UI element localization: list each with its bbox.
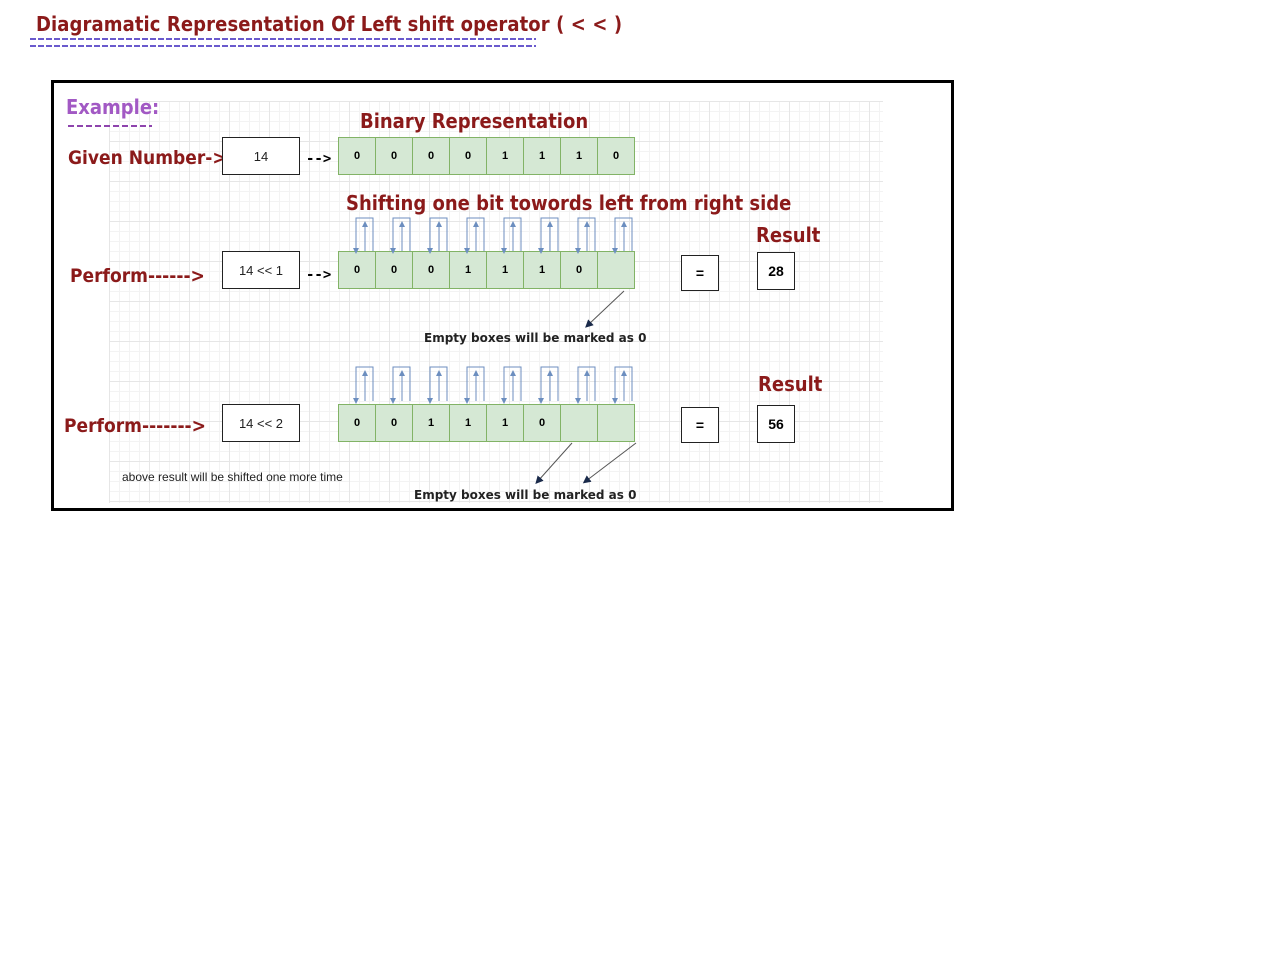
bit-cell: 1: [523, 137, 561, 175]
shift-arrow: [353, 217, 374, 254]
shift-arrows-row3: [353, 366, 633, 404]
example-label: Example:: [66, 95, 160, 119]
shift-arrow: [575, 366, 596, 404]
shift-arrow: [501, 217, 522, 254]
perform-label-1: Perform------>: [70, 265, 205, 287]
bit-cell: 0: [375, 404, 413, 442]
shift-arrows: [353, 217, 637, 484]
bit-cell: 0: [597, 137, 635, 175]
shift-arrow: [353, 366, 374, 404]
shift-arrow: [464, 217, 485, 254]
shift-expr-box-2: 14 << 2: [222, 404, 300, 442]
bit-cell: 0: [375, 137, 413, 175]
perform-label-2: Perform------->: [64, 415, 206, 437]
shift-arrow: [538, 217, 559, 254]
result-box-1: 28: [757, 252, 795, 290]
shift-arrow: [612, 217, 633, 254]
shift-arrow: [575, 217, 596, 254]
pointer-line-1: [585, 290, 625, 328]
bit-cell: 1: [486, 404, 524, 442]
binary-heading: Binary Representation: [360, 109, 589, 133]
given-number-box: 14: [222, 137, 300, 175]
bit-cell: [597, 404, 635, 442]
shift-arrow: [464, 366, 485, 404]
bit-cell: 0: [338, 137, 376, 175]
given-number-label: Given Number->: [68, 147, 227, 169]
bit-cell: 0: [449, 137, 487, 175]
shift-arrow: [538, 366, 559, 404]
shift-arrow: [501, 366, 522, 404]
bit-cell: 1: [560, 137, 598, 175]
bit-cell: [560, 404, 598, 442]
empty-note-2: Empty boxes will be marked as 0: [414, 488, 637, 502]
result-label-2: Result: [758, 372, 823, 396]
shift-arrow: [612, 366, 633, 404]
equals-box-2: =: [681, 407, 719, 443]
bit-cell: 0: [338, 404, 376, 442]
shift-arrows-row2: [353, 217, 633, 254]
bit-cell: [597, 251, 635, 289]
bit-cell: 0: [412, 137, 450, 175]
shift-arrow: [390, 366, 411, 404]
row1-arrow: -->: [306, 151, 332, 167]
shift-arrow: [390, 217, 411, 254]
shift-again-note: above result will be shifted one more ti…: [122, 470, 343, 484]
pointer-line-2b: [582, 442, 637, 484]
pointer-line-2a: [535, 442, 573, 484]
equals-box-1: =: [681, 255, 719, 291]
empty-note-1: Empty boxes will be marked as 0: [424, 331, 647, 345]
example-underline: [68, 125, 152, 127]
title-underline: [30, 38, 536, 47]
shift-expr-box-1: 14 << 1: [222, 251, 300, 289]
row2-arrow: -->: [306, 267, 332, 283]
diagram-frame: Example: Binary Representation Given Num…: [51, 80, 954, 511]
result-box-2: 56: [757, 405, 795, 443]
bit-cell: 1: [412, 404, 450, 442]
shift-arrow: [427, 217, 448, 254]
page-title: Diagramatic Representation Of Left shift…: [36, 12, 623, 36]
shift-heading: Shifting one bit towords left from right…: [346, 191, 792, 215]
shift-arrow: [427, 366, 448, 404]
result-label-1: Result: [756, 223, 821, 247]
